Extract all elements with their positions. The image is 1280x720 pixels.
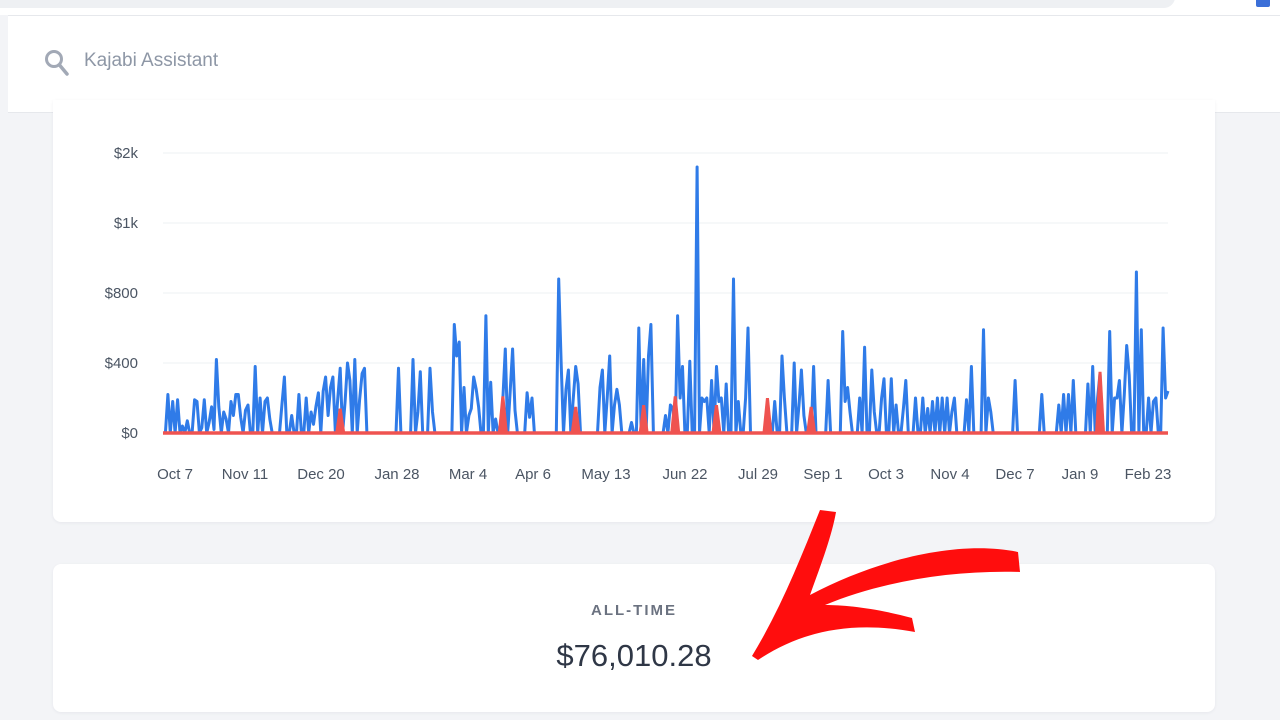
x-tick-label: Apr 6 [515,466,551,483]
x-tick-label: Jul 29 [738,466,778,483]
series-spike-secondary [497,396,508,433]
search-icon[interactable] [44,49,70,77]
x-tick-label: May 13 [581,466,630,483]
series-spike-secondary [638,405,649,433]
revenue-chart-card: $0 $400 $800 $1k $2k Oct 7 Nov 11 Dec 20 Jan 28 M… [53,100,1215,522]
x-tick-label: Jan 9 [1062,466,1099,483]
x-tick-label: Dec 20 [297,466,345,483]
x-tick-label: Oct 3 [868,466,904,483]
x-tick-label: Nov 4 [930,466,969,483]
x-tick-label: Dec 7 [995,466,1034,483]
assistant-header: Kajabi Assistant [8,15,1280,113]
y-tick-label: $1k [114,215,139,232]
series-spike-secondary [570,406,581,433]
browser-top-strip [0,0,1280,15]
series-line-primary [163,165,1170,435]
series-spike-secondary [711,405,722,433]
search-input[interactable]: Kajabi Assistant [84,50,219,71]
x-tick-label: Mar 4 [449,466,487,483]
x-tick-label: Feb 23 [1125,466,1172,483]
red-arrow-annotation [752,510,1020,660]
series-spike-secondary [1095,371,1106,433]
y-tick-label: $2k [114,145,139,162]
x-tick-label: Sep 1 [803,466,842,483]
x-tick-label: Oct 7 [157,466,193,483]
revenue-chart: $0 $400 $800 $1k $2k Oct 7 Nov 11 Dec 20 Jan 28 M… [105,145,1172,483]
address-bar[interactable] [0,0,1175,8]
all-time-stat-card: ALL-TIME $76,010.28 [53,564,1215,712]
series-spike-secondary [806,406,817,433]
x-tick-label: Jun 22 [662,466,707,483]
stat-value: $76,010.28 [556,638,712,673]
y-tick-label: $0 [121,425,138,442]
y-tick-label: $800 [105,285,138,302]
x-tick-label: Jan 28 [374,466,419,483]
stat-label: ALL-TIME [591,602,677,619]
x-tick-label: Nov 11 [222,466,268,483]
y-tick-label: $400 [105,355,138,372]
series-spike-secondary [670,396,681,433]
corner-indicator [1256,0,1270,7]
series-spike-secondary [335,408,346,433]
series-spike-secondary [762,398,773,433]
